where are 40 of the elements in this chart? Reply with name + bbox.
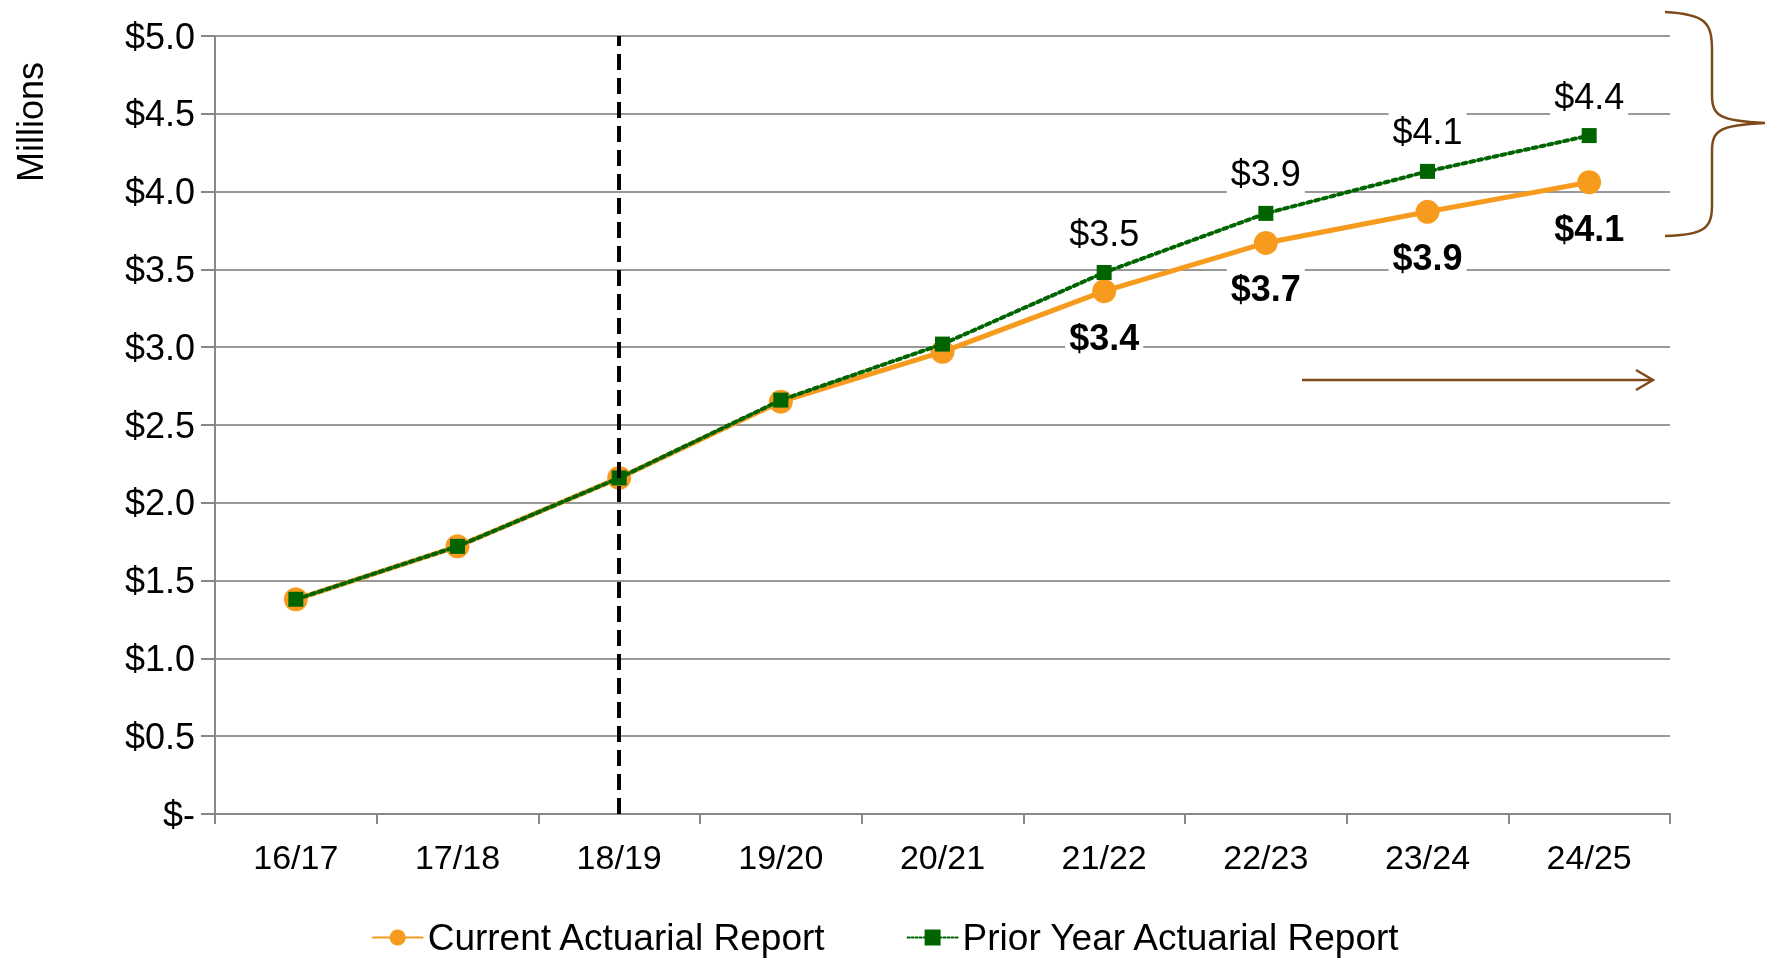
- y-tick-label: $2.5: [124, 404, 195, 446]
- y-tick-label: $-: [162, 793, 195, 835]
- y-tick-label: $3.5: [124, 248, 195, 290]
- point: [935, 336, 950, 352]
- y-tick-label: $4.5: [124, 93, 195, 135]
- point: [1415, 199, 1440, 224]
- x-tick-label: 24/25: [1546, 838, 1632, 876]
- data-label: $4.1: [1554, 207, 1625, 249]
- y-tick-label: $1.0: [124, 637, 195, 679]
- data-label: $3.7: [1230, 268, 1301, 310]
- y-tick-label: $1.5: [124, 560, 195, 602]
- x-tick-label: 21/22: [1061, 838, 1147, 876]
- point: [1581, 128, 1597, 144]
- data-label: $4.4: [1554, 75, 1625, 117]
- x-tick-label: 16/17: [253, 838, 339, 876]
- data-label: $3.5: [1069, 212, 1140, 254]
- x-tick-label: 18/19: [576, 838, 662, 876]
- legend-label: Prior Year Actuarial Report: [962, 917, 1400, 958]
- point: [1258, 205, 1274, 221]
- point: [1420, 163, 1435, 179]
- y-tick-label: $0.5: [124, 715, 195, 757]
- y-tick-label: $3.0: [124, 326, 195, 368]
- y-tick-label: $4.0: [124, 171, 195, 213]
- point: [1092, 279, 1117, 304]
- point: [1577, 170, 1602, 195]
- data-label: $3.9: [1392, 237, 1463, 279]
- point: [1253, 230, 1278, 255]
- y-axis-title: Millions: [9, 61, 51, 183]
- x-tick-label: 17/18: [414, 838, 501, 876]
- legend-label: Current Actuarial Report: [427, 917, 826, 958]
- point: [1096, 265, 1112, 281]
- data-label: $3.9: [1230, 153, 1301, 195]
- x-tick-label: 20/21: [899, 838, 986, 876]
- x-tick-label: 23/24: [1384, 838, 1471, 876]
- x-tick-label: 19/20: [738, 838, 824, 876]
- x-tick-label: 22/23: [1223, 838, 1309, 876]
- y-tick-label: $2.0: [124, 482, 195, 524]
- data-label: $4.1: [1392, 111, 1463, 153]
- data-label: $3.4: [1069, 316, 1140, 358]
- y-tick-label: $5.0: [124, 15, 195, 57]
